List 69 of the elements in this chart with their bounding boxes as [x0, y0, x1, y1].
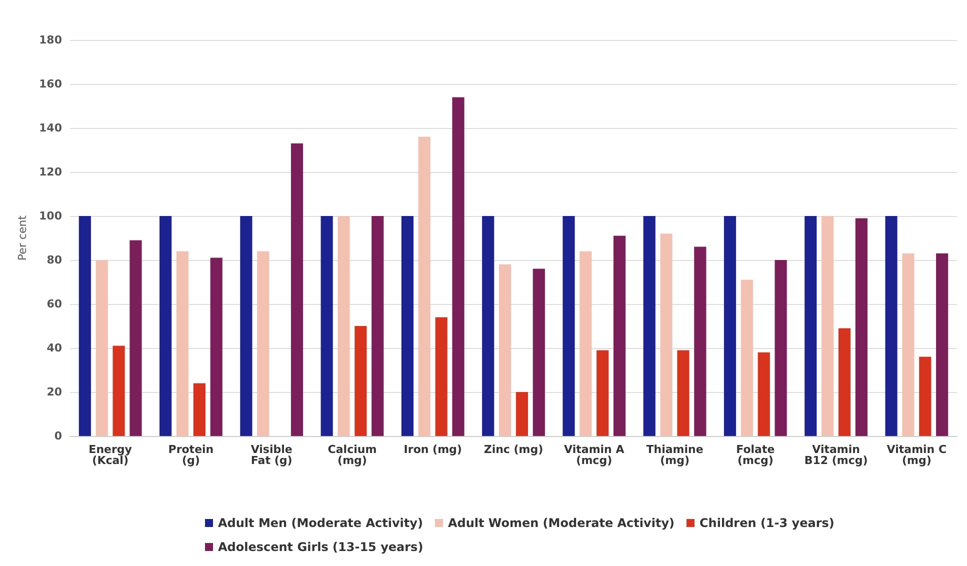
- y-tick-label: 20: [46, 386, 62, 398]
- y-tick-label: 40: [46, 342, 62, 354]
- bar: [822, 216, 834, 436]
- legend-label: Children (1-3 years): [700, 516, 834, 530]
- bar: [452, 97, 464, 436]
- bar: [694, 246, 706, 436]
- bar: [516, 392, 528, 436]
- x-tick-label: Iron (mg): [404, 443, 462, 456]
- bar: [855, 218, 868, 436]
- bar: [160, 216, 172, 436]
- bar: [838, 328, 851, 436]
- legend-label: Adolescent Girls (13-15 years): [218, 540, 424, 554]
- x-tick-label: Thiamine (mg): [646, 443, 704, 467]
- bar: [78, 216, 91, 436]
- x-tick-label: Vitamin C (mg): [886, 443, 947, 467]
- bar: [660, 234, 672, 436]
- bar: [804, 216, 817, 436]
- y-tick-label: 160: [39, 78, 62, 90]
- bar: [936, 253, 948, 436]
- y-axis-title: Per cent: [16, 214, 30, 261]
- bar: [435, 317, 448, 436]
- bar: [885, 216, 898, 436]
- x-tick-label: Vitamin B12 (mcg): [804, 443, 868, 467]
- bar: [354, 326, 367, 436]
- y-tick-label: 0: [54, 430, 62, 442]
- bar: [613, 236, 626, 436]
- bar: [176, 251, 189, 436]
- y-tick-label: 120: [39, 166, 62, 178]
- y-tick-label: 140: [39, 122, 62, 134]
- bar: [724, 216, 736, 436]
- bar: [498, 264, 512, 436]
- legend-label: Adult Men (Moderate Activity): [218, 516, 423, 530]
- bar: [112, 346, 125, 436]
- bar: [643, 216, 656, 436]
- x-tick-label: Calcium (mg): [328, 443, 377, 467]
- bar: [320, 216, 333, 436]
- x-tick-label: Protein (g): [168, 443, 214, 467]
- bar: [193, 383, 206, 436]
- bar: [532, 268, 545, 436]
- bar: [96, 260, 108, 436]
- bar: [418, 136, 430, 436]
- bar: [290, 143, 304, 436]
- bar: [240, 216, 252, 436]
- bar: [372, 216, 384, 436]
- bar: [677, 350, 690, 436]
- bar: [919, 356, 932, 436]
- bar: [596, 350, 609, 436]
- bar: [401, 216, 414, 436]
- bar: [580, 251, 592, 436]
- bar: [210, 258, 222, 436]
- x-tick-label: Folate (mcg): [736, 443, 775, 467]
- x-tick-label: Zinc (mg): [484, 443, 544, 456]
- bar: [257, 251, 270, 436]
- y-tick-label: 100: [39, 210, 62, 222]
- bar: [338, 216, 350, 436]
- x-tick-label: Visible Fat (g): [250, 443, 292, 467]
- bar: [758, 352, 770, 436]
- bar: [482, 216, 494, 436]
- x-tick-label: Energy (Kcal): [88, 443, 132, 467]
- bar: [130, 240, 142, 436]
- y-tick-label: 80: [46, 254, 62, 266]
- bar: [740, 280, 753, 436]
- x-tick-label: Vitamin A (mcg): [564, 443, 625, 467]
- y-tick-label: 180: [39, 34, 62, 46]
- bar: [562, 216, 575, 436]
- legend-label: Adult Women (Moderate Activity): [448, 516, 675, 530]
- bar: [902, 253, 914, 436]
- y-tick-label: 60: [46, 298, 62, 310]
- bar: [774, 260, 787, 436]
